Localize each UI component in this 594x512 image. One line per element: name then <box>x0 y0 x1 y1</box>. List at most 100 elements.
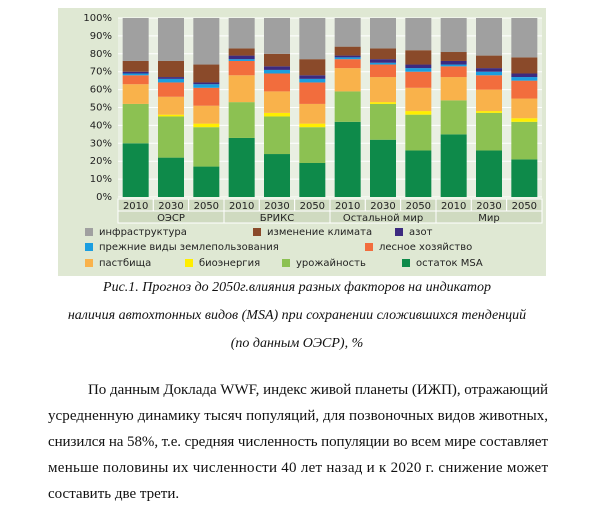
bar-segment <box>122 73 149 76</box>
bar-segment <box>476 68 502 72</box>
bar-segment <box>193 166 220 197</box>
bar-segment <box>122 75 149 85</box>
bar-segment <box>511 77 538 81</box>
bar-segment <box>299 82 326 104</box>
bar-segment <box>405 71 432 88</box>
bar-segment <box>370 103 396 140</box>
bar-segment <box>440 60 467 65</box>
bar-segment <box>370 48 396 60</box>
paragraph-line: усредненную динамику тысяч популяций, дл… <box>48 408 548 424</box>
legend-label: изменение климата <box>267 227 372 238</box>
x-tick-label: 2010 <box>441 201 466 212</box>
bar-segment <box>334 68 361 92</box>
y-tick-label: 80% <box>90 49 112 60</box>
bar-segment <box>511 98 538 119</box>
bar-segment <box>158 96 184 115</box>
bar-segment <box>264 18 290 54</box>
bar-segment <box>264 69 290 74</box>
legend-swatch <box>85 243 93 251</box>
bar-segment <box>405 111 432 115</box>
bar-segment <box>334 59 361 69</box>
bar-segment <box>476 71 502 76</box>
bar-segment <box>228 102 255 138</box>
bar-segment <box>440 66 467 78</box>
x-tick-label: 2010 <box>229 201 254 212</box>
x-tick-label: 2030 <box>370 201 395 212</box>
bar-segment <box>122 71 149 74</box>
bar-segment <box>405 68 432 72</box>
bar-segment <box>511 159 538 197</box>
bar-segment <box>122 103 149 144</box>
bar-segment <box>122 18 149 61</box>
group-label: Остальной мир <box>343 213 423 224</box>
bar-segment <box>370 139 396 197</box>
bar-segment <box>264 91 290 113</box>
y-tick-label: 100% <box>83 13 112 24</box>
x-tick-label: 2050 <box>406 201 431 212</box>
bar-segment <box>299 59 326 76</box>
legend-label: остаток MSA <box>416 258 483 269</box>
bar-segment <box>440 52 467 61</box>
bar-segment <box>193 82 220 85</box>
caption-line: наличия автохтонных видов (MSA) при сохр… <box>68 308 526 323</box>
bar-segment <box>440 18 467 53</box>
x-tick-label: 2010 <box>123 201 148 212</box>
bar-segment <box>334 121 361 197</box>
bar-segment <box>299 127 326 163</box>
x-tick-label: 2050 <box>194 201 219 212</box>
bar-segment <box>299 103 326 124</box>
bar-segment <box>264 53 290 67</box>
bar-segment <box>158 77 184 79</box>
bar-segment <box>476 18 502 56</box>
legend-label: инфраструктура <box>99 227 187 238</box>
bar-segment <box>158 114 184 117</box>
x-tick-label: 2030 <box>476 201 501 212</box>
bar-segment <box>405 50 432 65</box>
bar-segment <box>264 112 290 117</box>
legend-swatch <box>365 243 373 251</box>
y-tick-label: 0% <box>96 192 112 203</box>
bar-segment <box>476 55 502 69</box>
bar-segment <box>122 143 149 197</box>
legend-label: азот <box>409 227 433 238</box>
bar-segment <box>228 55 255 60</box>
legend-swatch <box>253 228 261 236</box>
legend-swatch <box>185 259 193 267</box>
bar-segment <box>264 73 290 92</box>
caption-line: Рис.1. Прогноз до 2050г.влияния разных ф… <box>102 280 491 295</box>
bar-segment <box>405 114 432 151</box>
legend-label: биоэнергия <box>199 258 260 269</box>
bar-segment <box>440 77 467 101</box>
bar-segment <box>193 64 220 83</box>
y-tick-label: 90% <box>90 31 112 42</box>
bar-segment <box>299 162 326 197</box>
bar-segment <box>440 100 467 135</box>
group-label: БРИКС <box>260 213 294 224</box>
bar-segment <box>511 80 538 99</box>
bar-segment <box>158 78 184 83</box>
bar-segment <box>370 18 396 49</box>
caption-line: (по данным ОЭСР), % <box>231 336 364 351</box>
bar-segment <box>193 87 220 106</box>
group-label: Мир <box>478 213 499 224</box>
bar-segment <box>370 102 396 104</box>
bar-segment <box>440 64 467 67</box>
bar-segment <box>228 137 255 197</box>
bar-segment <box>370 64 396 78</box>
bar-segment <box>193 123 220 128</box>
bar-segment <box>193 84 220 88</box>
y-tick-label: 70% <box>90 67 112 78</box>
bar-segment <box>405 64 432 69</box>
legend-label: пастбища <box>99 258 151 269</box>
x-tick-label: 2010 <box>335 201 360 212</box>
bar-segment <box>370 77 396 103</box>
bar-segment <box>264 66 290 70</box>
bar-segment <box>193 105 220 124</box>
bar-segment <box>370 62 396 65</box>
bar-segment <box>158 18 184 61</box>
bar-segment <box>122 84 149 104</box>
bar-segment <box>193 18 220 65</box>
legend-label: лесное хозяйство <box>379 242 472 253</box>
bar-segment <box>476 89 502 112</box>
